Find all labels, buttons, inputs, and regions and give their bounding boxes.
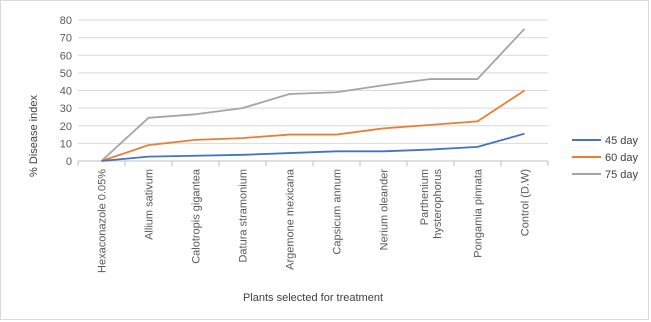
gridlines [78,19,548,144]
x-tick-label: Hexaconazole 0.05% [97,169,109,273]
legend-label: 45 day [605,135,639,147]
x-tick-label: Pongamia pinnata [473,168,485,258]
x-axis [77,160,549,166]
y-axis-title: % Disease index [28,95,40,177]
x-tick-label-line: Nerium oleander [379,169,391,251]
x-tick-label-line: Argemone mexicana [285,168,297,270]
x-tick-label-line: Parthenium [419,169,431,225]
x-tick-label: Calotropis gigantea [191,168,203,264]
legend-label: 60 day [605,152,639,164]
y-tick-label: 10 [60,138,72,150]
y-tick-label: 30 [60,103,72,115]
x-tick-label-line: Hexaconazole 0.05% [97,169,109,273]
y-tick-label: 20 [60,121,72,133]
y-tick-label: 50 [60,68,72,80]
x-tick-label-line: Capsicum annum [332,169,344,255]
x-tick-label-line: Pongamia pinnata [473,168,485,258]
x-tick-label-line: hysterophorus [432,169,444,239]
x-tick-label: Datura stramonium [238,169,250,263]
series-line [100,28,526,162]
series-line [101,89,525,162]
x-tick-labels: Hexaconazole 0.05% Allium sativum Calotrop… [97,168,532,273]
x-axis-title: Plants selected for treatment [243,292,383,304]
x-tick-label: Nerium oleander [379,169,391,251]
y-tick-label: 60 [60,50,72,62]
y-tick-labels: 0 10 20 30 40 50 60 70 80 [60,15,72,168]
y-tick-label: 70 [60,33,72,45]
x-tick-label-line: Datura stramonium [238,169,250,263]
x-tick-label: Allium sativum [144,169,156,240]
y-tick-label: 40 [60,86,72,98]
x-tick-label: Partheniumhysterophorus [419,169,444,239]
x-tick-label: Argemone mexicana [285,168,297,270]
x-tick-label: Control (D.W) [520,169,532,236]
legend: 45 day 60 day 75 day [572,135,639,181]
series-line [101,132,525,162]
y-tick-label: 0 [66,156,72,168]
y-tick-label: 80 [60,15,72,27]
series-lines [100,28,526,162]
x-tick-label: Capsicum annum [332,169,344,255]
x-tick-label-line: Allium sativum [144,169,156,240]
x-tick-label-line: Control (D.W) [520,169,532,236]
legend-label: 75 day [605,169,639,181]
x-tick-label-line: Calotropis gigantea [191,168,203,264]
